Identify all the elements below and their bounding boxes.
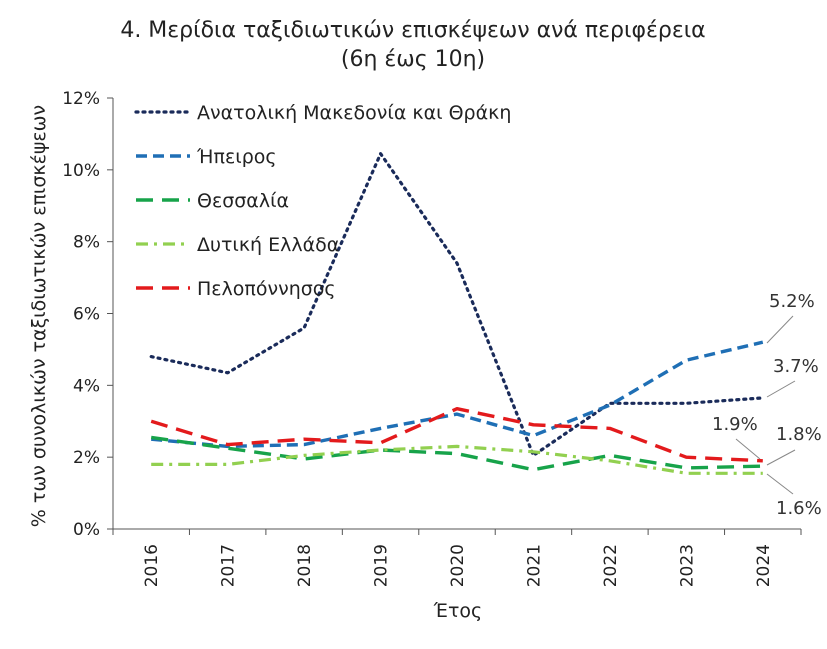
data-label: 5.2% <box>769 291 815 312</box>
data-label: 1.8% <box>776 424 822 445</box>
legend-label: Δυτική Ελλάδα <box>197 234 339 256</box>
y-tick-label: 8% <box>73 233 100 253</box>
data-label: 1.6% <box>776 498 822 519</box>
y-tick-label: 0% <box>73 520 100 540</box>
data-label-leader <box>766 380 796 398</box>
series-line-3 <box>150 435 763 472</box>
x-tick-label: 2017 <box>219 544 239 587</box>
data-label-leader <box>766 449 796 466</box>
data-label-leader <box>735 438 761 460</box>
data-label-leader <box>766 315 794 344</box>
y-tick-label: 6% <box>73 305 100 325</box>
x-tick-label: 2016 <box>142 544 162 587</box>
data-label: 3.7% <box>773 356 819 377</box>
y-tick-label: 4% <box>73 376 100 396</box>
data-label: 1.9% <box>712 414 758 435</box>
x-tick-label: 2022 <box>601 544 621 587</box>
chart-title: 4. Μερίδια ταξιδιωτικών επισκέψεων ανά π… <box>120 18 705 43</box>
x-tick-label: 2023 <box>677 544 697 587</box>
series-line-1 <box>149 152 765 457</box>
legend-label: Ανατολική Μακεδονία και Θράκη <box>197 102 511 124</box>
x-tick-label: 2021 <box>524 544 544 587</box>
legend-label: Πελοπόννησος <box>197 278 336 300</box>
x-tick-label: 2020 <box>448 544 468 587</box>
y-axis-label: % των συνολικών ταξιδιωτικών επισκέψεων <box>28 105 50 527</box>
data-label-leader <box>766 473 794 495</box>
x-tick-label: 2019 <box>372 544 392 587</box>
series-line-5 <box>150 407 763 463</box>
x-axis-label: Έτος <box>433 600 482 622</box>
x-tick-label: 2018 <box>295 544 315 587</box>
legend-label: Ήπειρος <box>196 146 277 168</box>
series-line-2 <box>151 340 764 449</box>
series-line-4 <box>151 444 763 475</box>
x-tick-label: 2024 <box>754 544 774 587</box>
chart-subtitle: (6η έως 10η) <box>341 47 485 72</box>
y-tick-label: 2% <box>73 448 100 468</box>
y-tick-label: 12% <box>62 89 100 109</box>
y-tick-label: 10% <box>62 161 100 181</box>
legend-label: Θεσσαλία <box>197 190 289 212</box>
